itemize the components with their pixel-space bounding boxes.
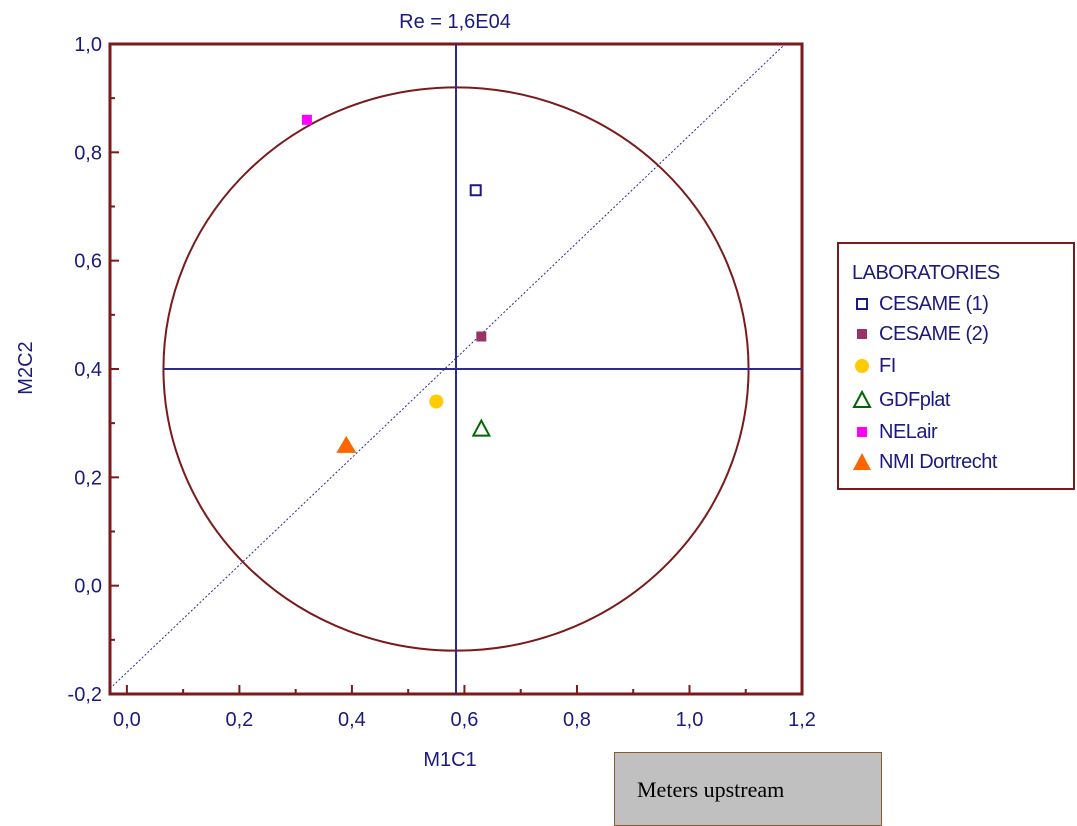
legend-item-gdfplat: GDFplat — [851, 388, 950, 412]
y-tick-label: 0,2 — [74, 467, 102, 489]
note-box: Meters upstream — [614, 752, 882, 826]
x-tick-label: 0,4 — [338, 709, 366, 731]
legend-label: CESAME (2) — [879, 322, 989, 345]
y-tick-label: 1,0 — [74, 34, 102, 56]
y-tick-label: 0,0 — [74, 576, 102, 598]
legend-label: NMI Dortrecht — [879, 450, 997, 473]
x-tick-label: 1,0 — [676, 709, 704, 731]
data-point — [301, 114, 312, 125]
diagonal-reference-line — [109, 43, 786, 689]
legend-item-nelair: NELair — [851, 420, 938, 444]
x-axis-label: M1C1 — [423, 749, 476, 771]
x-tick-label: 0,8 — [563, 709, 591, 731]
triangle-icon — [853, 453, 871, 470]
note-text: Meters upstream — [637, 777, 785, 802]
square-icon — [857, 427, 867, 437]
legend: LABORATORIES CESAME (1) CESAME (2) FI GD… — [837, 242, 1075, 490]
x-tick-label: 0,2 — [225, 709, 253, 731]
y-tick-label: 0,4 — [74, 359, 102, 381]
legend-item-nmi-dortrecht: NMI Dortrecht — [851, 450, 997, 474]
legend-item-fi: FI — [851, 354, 896, 378]
data-point — [476, 331, 487, 342]
legend-item-cesame-1: CESAME (1) — [851, 292, 989, 316]
data-point — [469, 184, 482, 197]
legend-label: NELair — [879, 420, 938, 443]
legend-title: LABORATORIES — [852, 262, 1000, 284]
y-tick-label: 0,8 — [74, 142, 102, 164]
square-icon — [857, 329, 867, 339]
legend-label: CESAME (1) — [879, 292, 989, 315]
data-point — [471, 418, 491, 437]
y-tick-label: 0,6 — [74, 251, 102, 273]
y-tick-label: -0,2 — [68, 684, 102, 706]
x-tick-label: 0,0 — [113, 709, 141, 731]
chart-title: Re = 1,6E04 — [399, 11, 511, 33]
square-open-icon — [856, 298, 868, 310]
y-axis-label: M2C2 — [15, 341, 37, 394]
legend-label: GDFplat — [879, 388, 950, 411]
triangle-open-icon — [852, 389, 872, 408]
x-tick-label: 0,6 — [451, 709, 479, 731]
x-tick-label: 1,2 — [788, 709, 816, 731]
circle-icon — [855, 359, 869, 373]
data-point — [336, 435, 357, 453]
legend-item-cesame-2: CESAME (2) — [851, 322, 989, 346]
data-point — [429, 394, 444, 409]
legend-label: FI — [879, 354, 896, 377]
